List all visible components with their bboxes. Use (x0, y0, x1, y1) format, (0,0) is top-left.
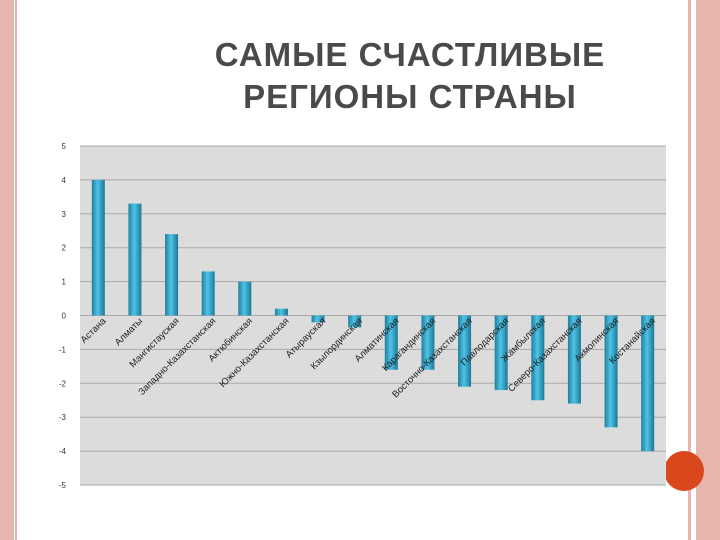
y-tick-label: 2 (62, 244, 67, 253)
y-tick-label: 5 (62, 142, 67, 151)
left-border-band (0, 0, 14, 540)
bar-1 (91, 179, 105, 316)
y-tick-label: -5 (59, 481, 67, 490)
bar-11 (458, 315, 472, 387)
y-tick-label: -4 (59, 447, 67, 456)
right-border-line (688, 0, 691, 540)
bar-4 (201, 271, 215, 316)
left-border-line (15, 0, 17, 540)
accent-dot (664, 451, 704, 491)
slide-title-line-2: РЕГИОНЫ СТРАНЫ (243, 78, 577, 115)
y-tick-label: -3 (59, 413, 67, 422)
y-tick-label: 1 (62, 278, 67, 287)
bar-12 (494, 315, 508, 391)
y-tick-label: 4 (62, 176, 67, 185)
bar-9 (384, 315, 398, 370)
bar-8 (348, 315, 362, 328)
bar-13 (531, 315, 545, 401)
slide-title: САМЫЕ СЧАСТЛИВЫЕ РЕГИОНЫ СТРАНЫ (140, 34, 680, 118)
bar-10 (421, 315, 435, 370)
bar-3 (165, 234, 179, 316)
slide-title-line-1: САМЫЕ СЧАСТЛИВЫЕ (214, 36, 606, 73)
bar-6 (274, 308, 288, 316)
bar-15 (604, 315, 618, 428)
bar-5 (238, 281, 252, 316)
y-tick-label: -1 (59, 345, 67, 354)
y-tick-label: -2 (59, 379, 67, 388)
bar-7 (311, 315, 325, 323)
bar-2 (128, 203, 142, 316)
right-border-band (696, 0, 720, 540)
y-tick-label: 3 (62, 210, 67, 219)
bar-16 (641, 315, 655, 452)
bar-14 (567, 315, 581, 404)
y-tick-label: 0 (62, 312, 67, 321)
